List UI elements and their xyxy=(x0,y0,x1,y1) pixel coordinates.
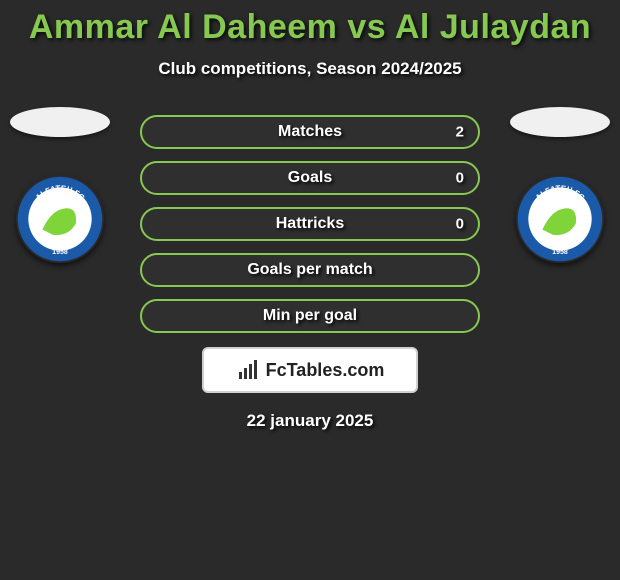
stat-rows: Matches 2 Goals 0 Hattricks 0 Goals per … xyxy=(140,115,480,333)
page-subtitle: Club competitions, Season 2024/2025 xyxy=(0,59,620,79)
player-photo-right xyxy=(510,107,610,137)
stat-right-value: 0 xyxy=(456,216,464,233)
svg-text:1958: 1958 xyxy=(52,249,68,256)
stat-label: Goals per match xyxy=(247,261,372,279)
stat-right-value: 2 xyxy=(456,124,464,141)
club-crest-icon: ALFATEH FC 1958 xyxy=(16,175,104,263)
stat-label: Min per goal xyxy=(263,307,357,325)
stat-right-value: 0 xyxy=(456,170,464,187)
stat-row-goals: Goals 0 xyxy=(140,161,480,195)
stat-row-matches: Matches 2 xyxy=(140,115,480,149)
site-badge: FcTables.com xyxy=(202,347,418,393)
player-photo-left xyxy=(10,107,110,137)
svg-text:1958: 1958 xyxy=(552,249,568,256)
stat-row-goals-per-match: Goals per match xyxy=(140,253,480,287)
stat-row-min-per-goal: Min per goal xyxy=(140,299,480,333)
club-badge-left: ALFATEH FC 1958 xyxy=(16,175,104,263)
stat-label: Hattricks xyxy=(276,215,344,233)
club-badge-right: ALFATEH FC 1958 xyxy=(516,175,604,263)
page-title: Ammar Al Daheem vs Al Julaydan xyxy=(0,8,620,47)
stats-area: ALFATEH FC 1958 ALFATEH FC 1958 Matches xyxy=(0,115,620,431)
generation-date: 22 january 2025 xyxy=(0,411,620,431)
site-name: FcTables.com xyxy=(266,360,385,381)
comparison-card: Ammar Al Daheem vs Al Julaydan Club comp… xyxy=(0,0,620,580)
stat-label: Matches xyxy=(278,123,342,141)
stat-row-hattricks: Hattricks 0 xyxy=(140,207,480,241)
club-crest-icon: ALFATEH FC 1958 xyxy=(516,175,604,263)
bar-chart-icon xyxy=(236,358,260,382)
stat-label: Goals xyxy=(288,169,332,187)
